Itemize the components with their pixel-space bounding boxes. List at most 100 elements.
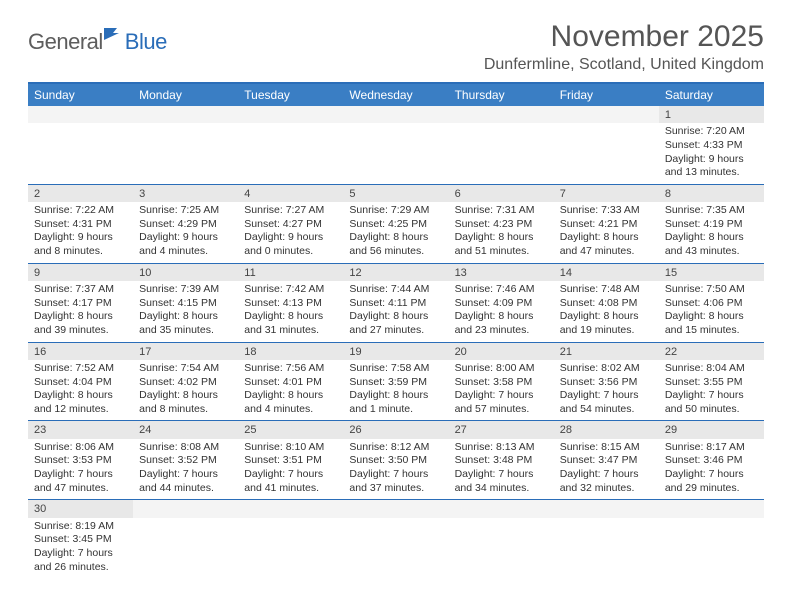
day-number: 5 <box>343 184 448 202</box>
day-number <box>343 106 448 123</box>
calendar-table: Sunday Monday Tuesday Wednesday Thursday… <box>28 82 764 578</box>
day-number: 10 <box>133 263 238 281</box>
day-content <box>28 123 133 184</box>
day-content: Sunrise: 7:31 AM Sunset: 4:23 PM Dayligh… <box>449 202 554 263</box>
day-content: Sunrise: 8:00 AM Sunset: 3:58 PM Dayligh… <box>449 360 554 421</box>
day-number: 30 <box>28 500 133 518</box>
day-header: Tuesday <box>238 83 343 106</box>
content-row: Sunrise: 8:19 AM Sunset: 3:45 PM Dayligh… <box>28 518 764 579</box>
day-content: Sunrise: 8:12 AM Sunset: 3:50 PM Dayligh… <box>343 439 448 500</box>
logo-text-blue: Blue <box>125 29 167 55</box>
day-header: Monday <box>133 83 238 106</box>
daynum-row: 9101112131415 <box>28 263 764 281</box>
day-content: Sunrise: 7:42 AM Sunset: 4:13 PM Dayligh… <box>238 281 343 342</box>
day-content: Sunrise: 7:58 AM Sunset: 3:59 PM Dayligh… <box>343 360 448 421</box>
logo: General Blue <box>28 26 167 57</box>
day-content: Sunrise: 8:08 AM Sunset: 3:52 PM Dayligh… <box>133 439 238 500</box>
day-number <box>238 500 343 518</box>
day-number: 27 <box>449 421 554 439</box>
day-number <box>449 500 554 518</box>
day-content: Sunrise: 7:22 AM Sunset: 4:31 PM Dayligh… <box>28 202 133 263</box>
day-content: Sunrise: 7:35 AM Sunset: 4:19 PM Dayligh… <box>659 202 764 263</box>
day-content: Sunrise: 8:02 AM Sunset: 3:56 PM Dayligh… <box>554 360 659 421</box>
day-header: Sunday <box>28 83 133 106</box>
day-content <box>343 518 448 579</box>
day-number: 15 <box>659 263 764 281</box>
day-content: Sunrise: 8:19 AM Sunset: 3:45 PM Dayligh… <box>28 518 133 579</box>
day-content <box>133 123 238 184</box>
daynum-row: 16171819202122 <box>28 342 764 360</box>
day-content <box>449 123 554 184</box>
day-header: Thursday <box>449 83 554 106</box>
day-number: 6 <box>449 184 554 202</box>
day-content <box>343 123 448 184</box>
day-content: Sunrise: 7:33 AM Sunset: 4:21 PM Dayligh… <box>554 202 659 263</box>
day-number: 20 <box>449 342 554 360</box>
daynum-row: 23242526272829 <box>28 421 764 439</box>
day-content <box>449 518 554 579</box>
day-content: Sunrise: 8:06 AM Sunset: 3:53 PM Dayligh… <box>28 439 133 500</box>
day-number <box>659 500 764 518</box>
day-content: Sunrise: 7:20 AM Sunset: 4:33 PM Dayligh… <box>659 123 764 184</box>
day-number: 24 <box>133 421 238 439</box>
day-content: Sunrise: 7:48 AM Sunset: 4:08 PM Dayligh… <box>554 281 659 342</box>
day-content <box>554 123 659 184</box>
logo-flag-icon <box>103 26 123 47</box>
day-number <box>133 106 238 123</box>
day-content: Sunrise: 7:25 AM Sunset: 4:29 PM Dayligh… <box>133 202 238 263</box>
location: Dunfermline, Scotland, United Kingdom <box>484 56 764 74</box>
day-number: 16 <box>28 342 133 360</box>
day-header-row: Sunday Monday Tuesday Wednesday Thursday… <box>28 83 764 106</box>
day-content <box>238 518 343 579</box>
day-content: Sunrise: 7:44 AM Sunset: 4:11 PM Dayligh… <box>343 281 448 342</box>
day-number: 28 <box>554 421 659 439</box>
day-number: 18 <box>238 342 343 360</box>
day-number: 29 <box>659 421 764 439</box>
day-content: Sunrise: 7:37 AM Sunset: 4:17 PM Dayligh… <box>28 281 133 342</box>
day-number: 12 <box>343 263 448 281</box>
day-content: Sunrise: 7:29 AM Sunset: 4:25 PM Dayligh… <box>343 202 448 263</box>
month-title: November 2025 <box>484 20 764 54</box>
content-row: Sunrise: 7:52 AM Sunset: 4:04 PM Dayligh… <box>28 360 764 421</box>
day-content <box>238 123 343 184</box>
day-header: Friday <box>554 83 659 106</box>
day-number: 21 <box>554 342 659 360</box>
day-number: 23 <box>28 421 133 439</box>
daynum-row: 2345678 <box>28 184 764 202</box>
daynum-row: 30 <box>28 500 764 518</box>
day-number: 14 <box>554 263 659 281</box>
content-row: Sunrise: 7:22 AM Sunset: 4:31 PM Dayligh… <box>28 202 764 263</box>
day-number <box>343 500 448 518</box>
day-number <box>28 106 133 123</box>
day-content: Sunrise: 8:04 AM Sunset: 3:55 PM Dayligh… <box>659 360 764 421</box>
day-content: Sunrise: 8:10 AM Sunset: 3:51 PM Dayligh… <box>238 439 343 500</box>
day-content: Sunrise: 7:27 AM Sunset: 4:27 PM Dayligh… <box>238 202 343 263</box>
header: General Blue November 2025 Dunfermline, … <box>28 20 764 74</box>
day-header: Saturday <box>659 83 764 106</box>
day-number: 1 <box>659 106 764 123</box>
day-number: 3 <box>133 184 238 202</box>
day-number: 2 <box>28 184 133 202</box>
day-content <box>554 518 659 579</box>
day-content: Sunrise: 7:56 AM Sunset: 4:01 PM Dayligh… <box>238 360 343 421</box>
day-content: Sunrise: 8:13 AM Sunset: 3:48 PM Dayligh… <box>449 439 554 500</box>
day-number <box>449 106 554 123</box>
content-row: Sunrise: 8:06 AM Sunset: 3:53 PM Dayligh… <box>28 439 764 500</box>
day-number: 22 <box>659 342 764 360</box>
day-number: 13 <box>449 263 554 281</box>
day-number <box>554 500 659 518</box>
day-number: 11 <box>238 263 343 281</box>
day-content: Sunrise: 8:15 AM Sunset: 3:47 PM Dayligh… <box>554 439 659 500</box>
day-content: Sunrise: 7:52 AM Sunset: 4:04 PM Dayligh… <box>28 360 133 421</box>
day-number: 25 <box>238 421 343 439</box>
day-number: 8 <box>659 184 764 202</box>
day-header: Wednesday <box>343 83 448 106</box>
day-number: 7 <box>554 184 659 202</box>
day-number: 19 <box>343 342 448 360</box>
day-number: 9 <box>28 263 133 281</box>
day-number: 26 <box>343 421 448 439</box>
day-content: Sunrise: 8:17 AM Sunset: 3:46 PM Dayligh… <box>659 439 764 500</box>
day-content: Sunrise: 7:54 AM Sunset: 4:02 PM Dayligh… <box>133 360 238 421</box>
day-number <box>238 106 343 123</box>
day-content: Sunrise: 7:50 AM Sunset: 4:06 PM Dayligh… <box>659 281 764 342</box>
